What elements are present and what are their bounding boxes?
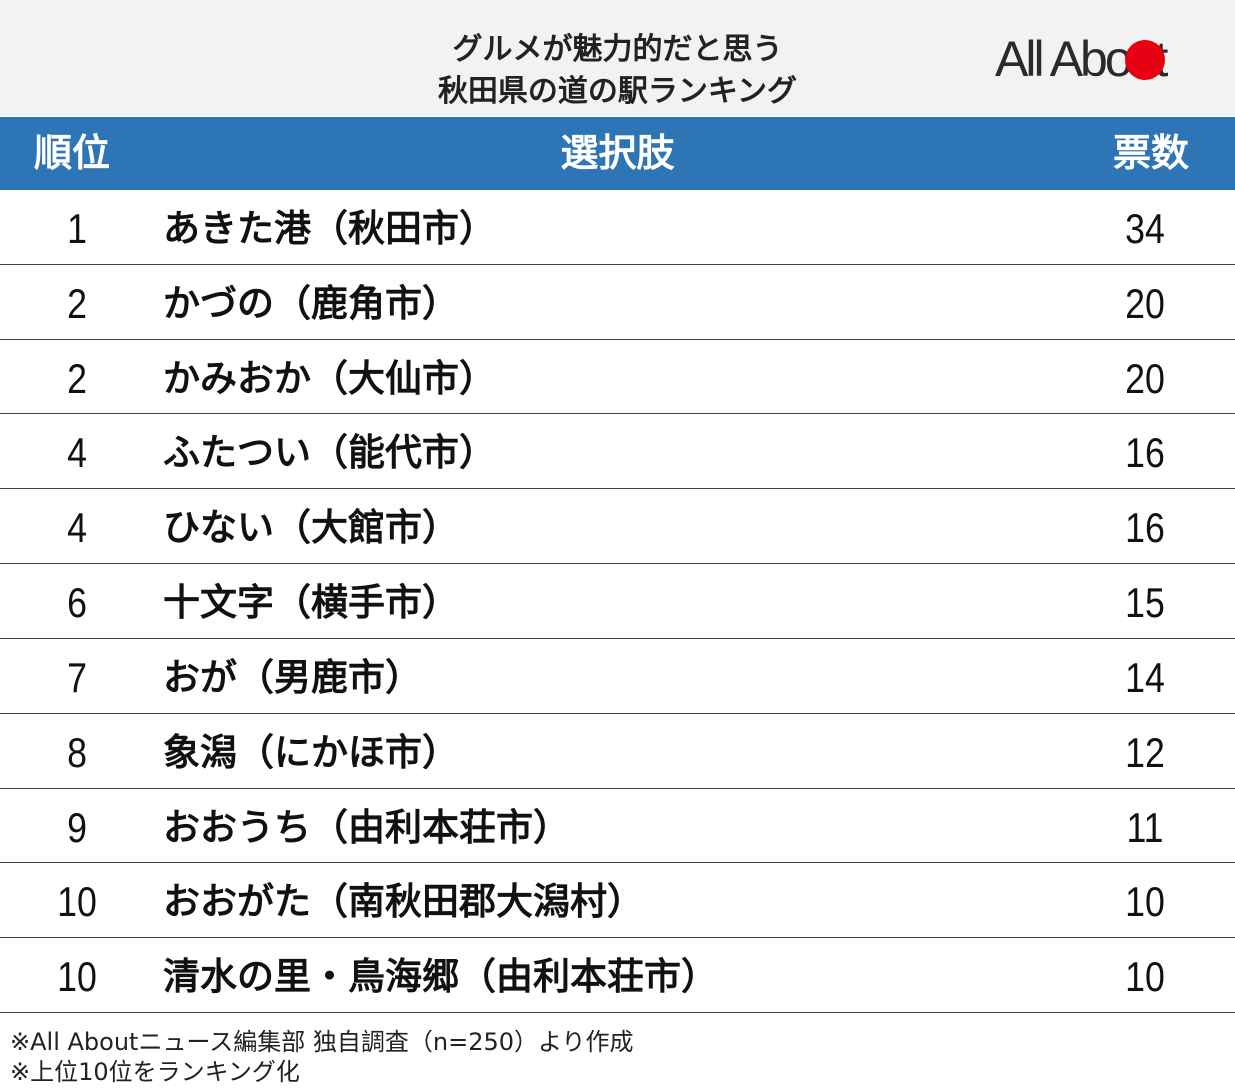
table-row: 2 かみおか（大仙市） 20 bbox=[0, 340, 1235, 415]
rank-cell: 4 bbox=[67, 504, 87, 552]
rank-cell: 2 bbox=[67, 354, 87, 402]
votes-cell: 10 bbox=[1125, 953, 1165, 1001]
table-row: 2 かづの（鹿角市） 20 bbox=[0, 265, 1235, 340]
column-header: 票数 bbox=[1113, 131, 1190, 175]
rank-cell: 2 bbox=[67, 279, 87, 327]
table-row: 1 あきた港（秋田市） 34 bbox=[0, 190, 1235, 265]
table-row: 9 おおうち（由利本荘市） 11 bbox=[0, 789, 1235, 864]
column-header: 選択肢 bbox=[560, 131, 675, 175]
header: グルメが魅力的だと思う 秋田県の道の駅ランキング All About bbox=[0, 0, 1235, 116]
rank-cell: 9 bbox=[67, 803, 87, 851]
title-line: グルメが魅力的だと思う bbox=[452, 32, 783, 67]
name-cell: おおがた（南秋田郡大潟村） bbox=[163, 880, 644, 924]
table-header: 順位 選択肢 票数 bbox=[0, 117, 1235, 190]
name-cell: あきた港（秋田市） bbox=[163, 207, 496, 250]
table-row: 4 ふたつい（能代市） 16 bbox=[0, 414, 1235, 490]
rank-cell: 6 bbox=[67, 579, 87, 627]
votes-cell: 15 bbox=[1125, 579, 1165, 627]
table-row: 8 象潟（にかほ市） 12 bbox=[0, 714, 1235, 789]
rank-cell: 1 bbox=[67, 205, 87, 252]
name-cell: かみおか（大仙市） bbox=[163, 356, 496, 400]
rank-cell: 10 bbox=[57, 878, 97, 926]
votes-cell: 14 bbox=[1125, 653, 1165, 701]
rank-cell: 7 bbox=[67, 653, 87, 701]
votes-cell: 16 bbox=[1125, 429, 1165, 477]
column-header: 順位 bbox=[34, 131, 111, 175]
note: ※上位10位をランキング化 bbox=[10, 1058, 300, 1086]
name-cell: 清水の里・鳥海郷（由利本荘市） bbox=[163, 955, 718, 999]
table-row: 7 おが（男鹿市） 14 bbox=[0, 639, 1235, 714]
table-row: 6 十文字（横手市） 15 bbox=[0, 564, 1235, 639]
votes-cell: 20 bbox=[1125, 279, 1165, 327]
votes-cell: 10 bbox=[1125, 878, 1165, 926]
rank-cell: 10 bbox=[57, 953, 97, 1001]
table-row: 4 ひない（大館市） 16 bbox=[0, 489, 1235, 565]
table-row: 10 清水の里・鳥海郷（由利本荘市） 10 bbox=[0, 938, 1235, 1013]
title-line: 秋田県の道の駅ランキング bbox=[437, 74, 798, 109]
name-cell: ふたつい（能代市） bbox=[163, 431, 496, 475]
votes-cell: 12 bbox=[1125, 728, 1165, 776]
table-row: 10 おおがた（南秋田郡大潟村） 10 bbox=[0, 863, 1235, 939]
name-cell: おが（男鹿市） bbox=[163, 655, 422, 699]
name-cell: かづの（鹿角市） bbox=[163, 281, 459, 325]
name-cell: 十文字（横手市） bbox=[163, 581, 459, 625]
name-cell: おおうち（由利本荘市） bbox=[163, 805, 570, 849]
name-cell: 象潟（にかほ市） bbox=[163, 730, 459, 774]
name-cell: ひない（大館市） bbox=[163, 506, 459, 550]
rank-cell: 8 bbox=[67, 728, 87, 776]
votes-cell: 16 bbox=[1125, 504, 1165, 552]
rank-cell: 4 bbox=[67, 429, 87, 477]
logo-dot bbox=[1125, 40, 1165, 80]
note: ※All Aboutニュース編集部 独自調査（n=250）より作成 bbox=[10, 1028, 634, 1056]
votes-cell: 11 bbox=[1126, 803, 1164, 851]
votes-cell: 20 bbox=[1125, 354, 1165, 402]
votes-cell: 34 bbox=[1125, 205, 1165, 252]
